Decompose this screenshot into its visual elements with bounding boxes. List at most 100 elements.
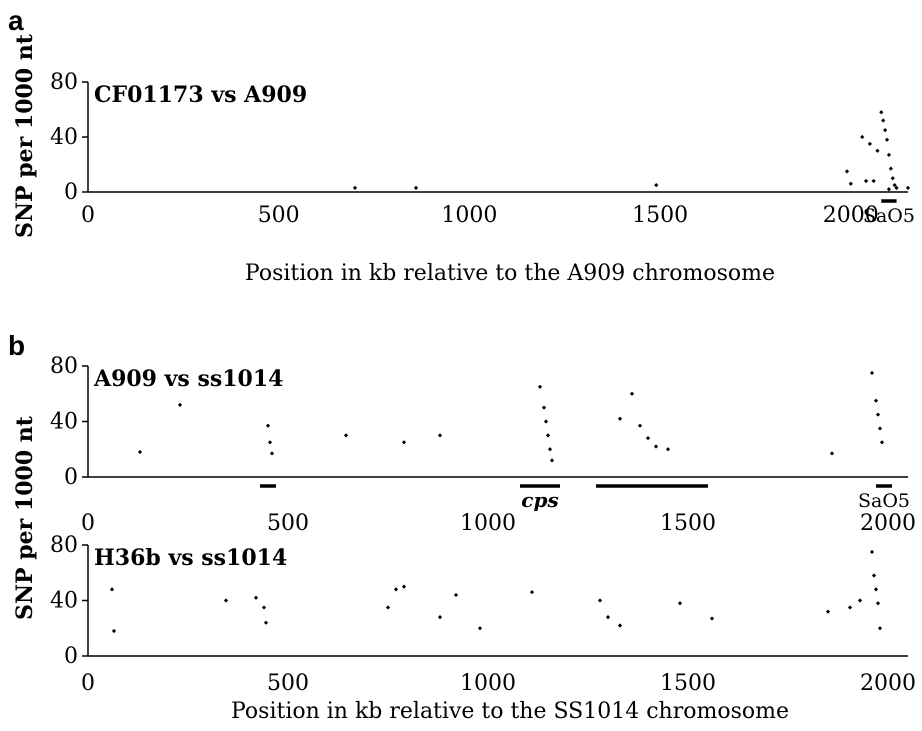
- data-point: [825, 609, 831, 614]
- y-tick-label: 0: [64, 644, 78, 669]
- data-point: [617, 623, 623, 628]
- data-point: [437, 433, 443, 438]
- data-point: [541, 405, 547, 410]
- data-point: [269, 451, 275, 456]
- data-point: [884, 137, 890, 142]
- data-point: [894, 185, 899, 190]
- plot-title: A909 vs ss1014: [93, 366, 283, 392]
- y-tick-label: 0: [64, 465, 78, 490]
- plot-title: H36b vs ss1014: [94, 545, 287, 571]
- x-tick-label: 2000: [860, 671, 916, 696]
- x-tick-label: 1000: [460, 511, 516, 536]
- region-label: SaO5: [863, 205, 915, 227]
- data-point: [437, 615, 443, 620]
- data-point: [869, 370, 875, 376]
- panel-b-xlabel: Position in kb relative to the SS1014 ch…: [231, 699, 789, 724]
- data-point: [860, 134, 865, 140]
- data-point: [875, 148, 880, 153]
- data-point: [177, 402, 183, 407]
- data-point: [709, 616, 715, 621]
- data-point: [477, 626, 483, 631]
- data-point: [875, 601, 881, 606]
- data-point: [892, 183, 897, 188]
- data-point: [848, 181, 853, 186]
- data-point: [453, 592, 459, 598]
- data-point: [267, 440, 273, 445]
- plot-cf01173-vs-a909: 0 40 80 0 500 1000 1500 2000 CF01173 vs A909 SaO5: [50, 70, 915, 228]
- data-point: [605, 615, 611, 620]
- data-point: [111, 628, 117, 634]
- data-point: [637, 423, 643, 428]
- plot-a909-vs-ss1014: 0 40 80 0 500 1000 1500 2000 A909 vs ss1014 cps Sa…: [50, 354, 916, 536]
- region-label: cps: [521, 488, 558, 512]
- data-point: [352, 185, 358, 190]
- data-point: [869, 549, 875, 555]
- panel-a-label: a: [8, 5, 24, 36]
- data-point: [890, 176, 895, 181]
- data-point: [886, 187, 892, 192]
- data-point: [844, 169, 850, 174]
- data-point: [545, 433, 551, 438]
- x-tick-label: 500: [267, 511, 309, 536]
- data-point: [549, 458, 555, 463]
- x-tick-label: 2000: [823, 203, 879, 228]
- data-point: [877, 426, 883, 431]
- data-point: [873, 398, 879, 403]
- data-point: [653, 444, 659, 449]
- x-tick-label: 500: [258, 203, 300, 228]
- data-point: [597, 598, 603, 603]
- data-point: [265, 423, 271, 428]
- data-point: [847, 605, 853, 610]
- x-tick-label: 1500: [632, 203, 688, 228]
- data-point: [263, 620, 269, 625]
- data-point: [879, 110, 884, 115]
- x-tick-label: 1000: [460, 671, 516, 696]
- data-point: [888, 166, 893, 171]
- panel-a-xlabel: Position in kb relative to the A909 chro…: [245, 261, 775, 286]
- data-point: [871, 178, 876, 184]
- y-tick-label: 40: [50, 410, 78, 435]
- data-point: [109, 587, 115, 592]
- data-point: [529, 590, 535, 595]
- data-point: [617, 416, 623, 421]
- data-point: [537, 384, 543, 389]
- data-point: [385, 605, 391, 610]
- data-point: [829, 451, 835, 456]
- data-point: [871, 573, 877, 578]
- x-tick-label: 1500: [660, 671, 716, 696]
- data-point: [343, 433, 349, 438]
- y-tick-label: 80: [50, 354, 78, 379]
- data-point: [863, 178, 869, 184]
- data-point: [873, 587, 879, 592]
- data-point: [393, 587, 399, 592]
- x-tick-label: 1000: [441, 203, 497, 228]
- data-point: [877, 626, 883, 631]
- data-point: [401, 584, 407, 589]
- data-point: [401, 440, 407, 445]
- region-label: SaO5: [858, 490, 910, 512]
- data-point: [857, 598, 863, 603]
- plot-title: CF01173 vs A909: [94, 82, 307, 108]
- panel-b-label: b: [8, 330, 25, 361]
- data-point: [665, 447, 671, 452]
- y-tick-label: 80: [50, 70, 78, 95]
- y-tick-label: 40: [50, 125, 78, 150]
- data-point: [547, 447, 553, 452]
- y-tick-label: 80: [50, 533, 78, 558]
- y-tick-label: 0: [64, 180, 78, 205]
- data-point: [883, 128, 888, 133]
- x-tick-label: 500: [267, 671, 309, 696]
- data-point: [137, 449, 143, 455]
- plot-h36b-vs-ss1014: 0 40 80 0 500 1000 1500 2000 H36b vs ss1014: [50, 533, 916, 696]
- data-point: [879, 440, 885, 445]
- data-point: [629, 391, 635, 396]
- y-tick-label: 40: [50, 589, 78, 614]
- data-point: [645, 436, 651, 441]
- data-point: [677, 601, 683, 606]
- data-point: [223, 598, 229, 603]
- x-tick-label: 2000: [860, 511, 916, 536]
- data-point: [261, 605, 267, 610]
- panel-b-ylabel: SNP per 1000 nt: [12, 415, 38, 620]
- data-point: [867, 141, 872, 146]
